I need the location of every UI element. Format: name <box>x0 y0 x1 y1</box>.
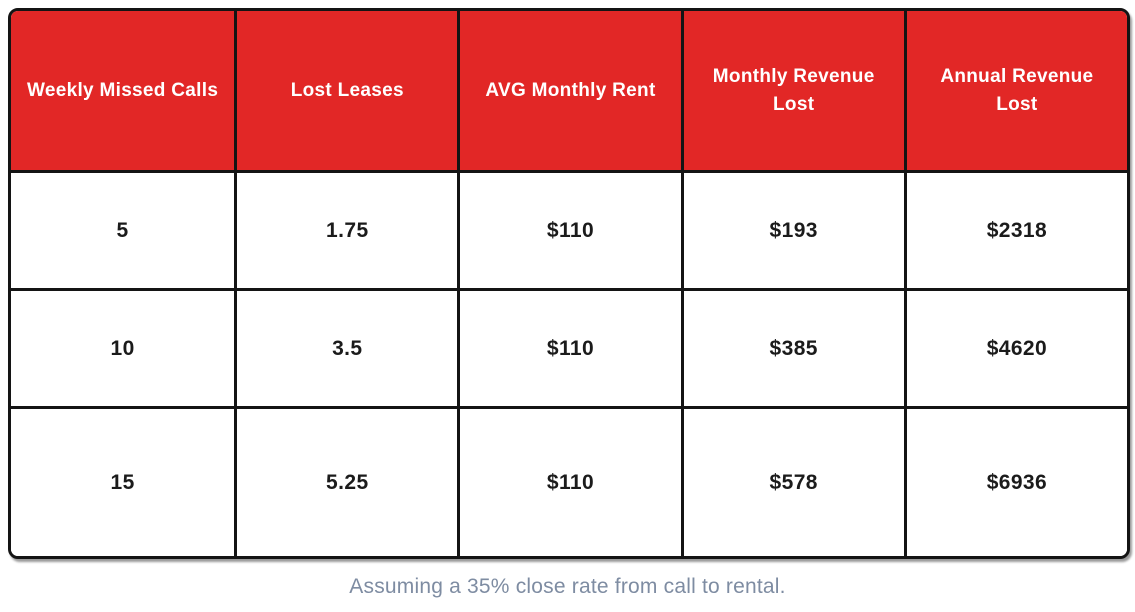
cell-avg-monthly-rent: $110 <box>457 291 680 406</box>
cell-annual-revenue-lost: $2318 <box>903 173 1127 288</box>
cell-weekly-missed-calls: 15 <box>110 470 135 494</box>
table-row: 10 3.5 $110 $385 $4620 <box>11 288 1127 406</box>
cell-monthly-revenue-lost: $193 <box>680 173 904 288</box>
table-header-row: Weekly Missed Calls Lost Leases AVG Mont… <box>11 11 1127 170</box>
cell-monthly-revenue-lost: $385 <box>680 291 904 406</box>
revenue-loss-table: Weekly Missed Calls Lost Leases AVG Mont… <box>8 8 1130 559</box>
cell-lost-leases: 1.75 <box>234 173 457 288</box>
cell-lost-leases: 5.25 <box>234 409 457 556</box>
cell-annual-revenue-lost: $6936 <box>903 409 1127 556</box>
cell-avg-monthly-rent: $110 <box>457 173 680 288</box>
cell-lost-leases: 3.5 <box>234 291 457 406</box>
table-caption: Assuming a 35% close rate from call to r… <box>349 575 786 598</box>
column-header-lost-leases: Lost Leases <box>234 11 457 170</box>
table-row: 5 1.75 $110 $193 $2318 <box>11 170 1127 288</box>
cell-annual-revenue-lost: $4620 <box>903 291 1127 406</box>
cell-weekly-missed-calls: 5 <box>116 218 129 242</box>
cell-monthly-revenue-lost: $578 <box>680 409 904 556</box>
cell-weekly-missed-calls: 10 <box>110 336 135 360</box>
column-header-monthly-revenue-lost: Monthly Revenue Lost <box>680 11 904 170</box>
column-header-avg-monthly-rent: AVG Monthly Rent <box>457 11 680 170</box>
column-header-annual-revenue-lost: Annual Revenue Lost <box>903 11 1127 170</box>
column-header-weekly-missed-calls: Weekly Missed Calls <box>26 79 219 101</box>
table-row: 15 5.25 $110 $578 $6936 <box>11 406 1127 556</box>
cell-avg-monthly-rent: $110 <box>457 409 680 556</box>
